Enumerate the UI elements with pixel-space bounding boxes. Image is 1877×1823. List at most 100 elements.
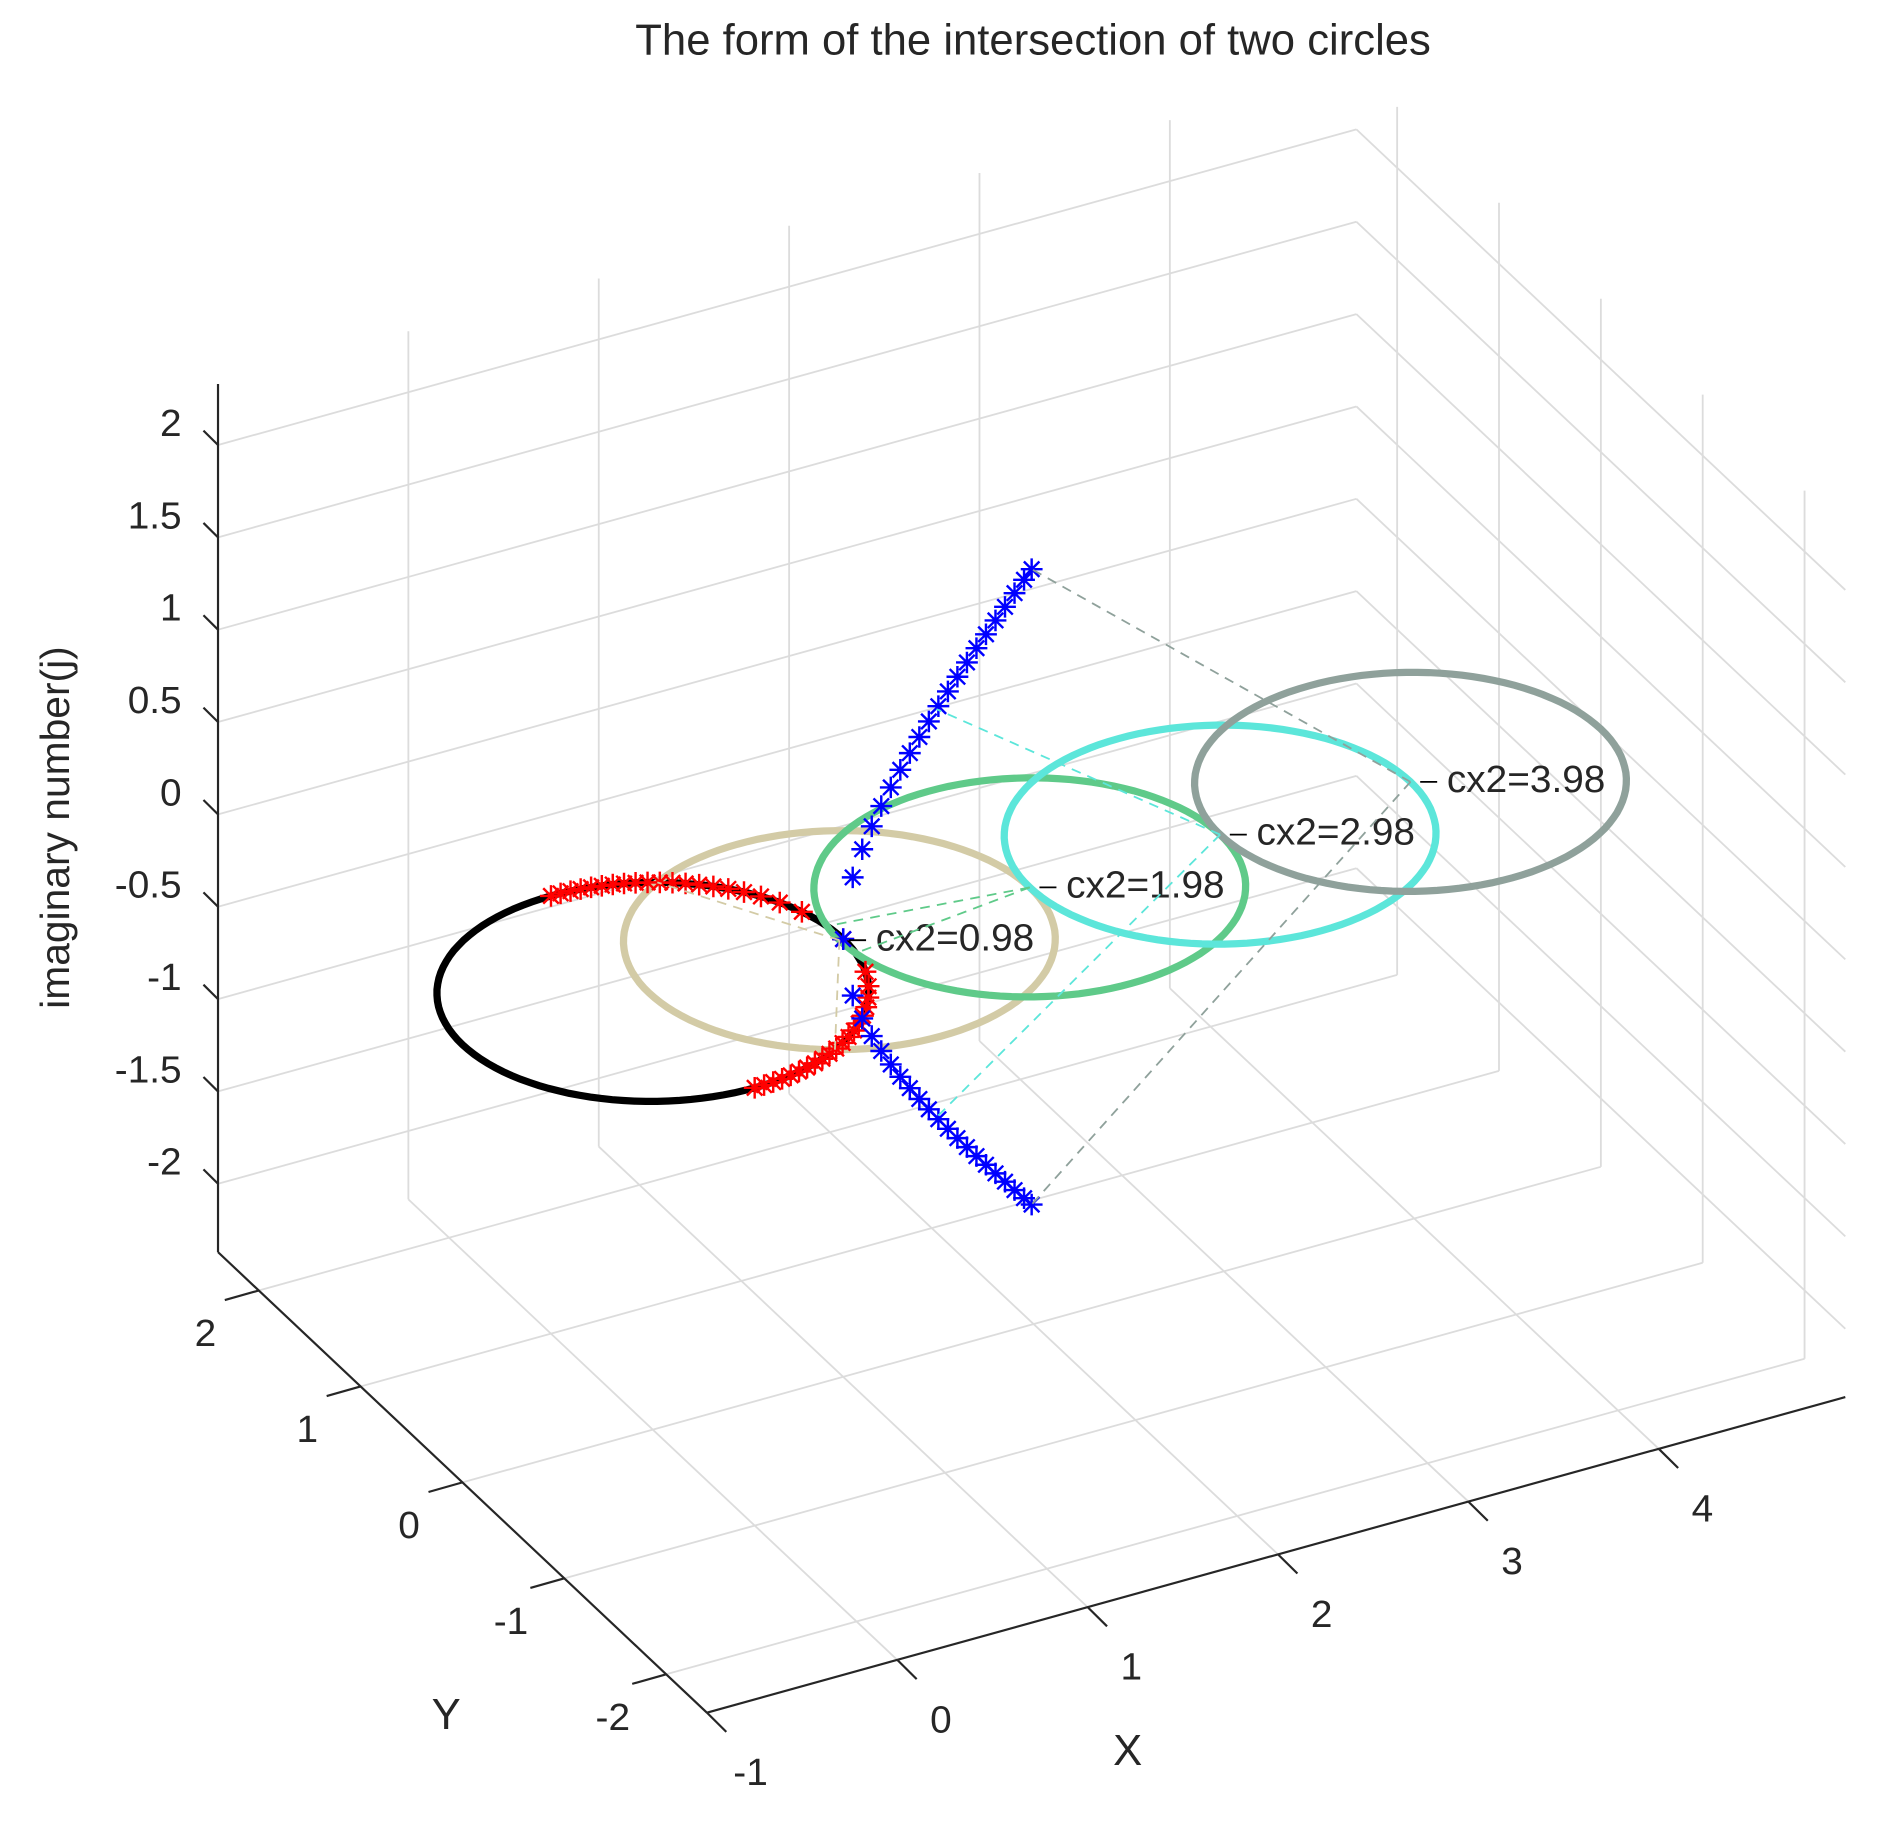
grid-line — [1355, 867, 1846, 1330]
z-tick-label: -2 — [147, 1141, 181, 1184]
star-marker — [661, 871, 684, 894]
star-marker — [860, 1025, 883, 1047]
z-tick — [202, 891, 219, 908]
x-tick — [1086, 1606, 1108, 1628]
star-marker — [811, 1047, 834, 1070]
grid-line — [217, 220, 1357, 539]
y-tick — [428, 1481, 463, 1494]
grid-line — [1355, 313, 1846, 776]
y-tick — [631, 1673, 667, 1685]
connector — [657, 881, 840, 942]
star-marker — [994, 1170, 1016, 1193]
star-marker — [975, 623, 997, 646]
star-marker — [879, 776, 902, 799]
grid-line — [217, 682, 1357, 1000]
star-marker — [956, 651, 978, 674]
star-marker — [743, 1077, 766, 1099]
star-marker — [946, 1127, 969, 1149]
x-tick-label: 3 — [1501, 1540, 1523, 1583]
grid-line — [217, 497, 1357, 816]
star-marker — [788, 1060, 810, 1083]
star-marker — [580, 876, 602, 899]
star-marker — [851, 838, 874, 861]
star-marker — [984, 1162, 1007, 1185]
z-tick — [202, 614, 219, 631]
star-marker — [569, 878, 592, 900]
star-marker — [857, 975, 880, 998]
star-marker — [843, 1019, 865, 1042]
grid-line — [1355, 590, 1846, 1053]
star-marker — [762, 1071, 785, 1093]
y-tick-label: -1 — [494, 1600, 528, 1643]
star-marker — [1003, 582, 1026, 604]
star-marker — [927, 695, 950, 718]
x-tick-label: -1 — [733, 1751, 767, 1794]
star-marker — [1013, 568, 1035, 591]
z-tick — [202, 706, 219, 723]
star-marker — [936, 680, 959, 703]
grid-line — [217, 590, 1357, 908]
z-tick-label: -1 — [147, 956, 181, 999]
star-marker — [889, 1065, 912, 1088]
grid-line — [360, 1070, 1500, 1388]
connector — [855, 886, 1031, 955]
chart-title: The form of the intersection of two circ… — [635, 17, 1431, 65]
star-marker — [870, 1040, 893, 1062]
circle-label: cx2=2.98 — [1256, 811, 1415, 854]
star-marker — [636, 871, 659, 894]
star-marker — [936, 1117, 959, 1140]
z-tick — [202, 799, 219, 816]
connector — [936, 708, 1221, 836]
star-marker — [790, 901, 813, 923]
y-axis-label: Y — [432, 1691, 461, 1739]
z-tick — [202, 1168, 219, 1185]
star-marker — [624, 871, 647, 894]
grid-line — [1355, 682, 1846, 1145]
star-marker — [879, 1053, 902, 1076]
star-marker — [857, 986, 880, 1009]
star-marker — [841, 984, 864, 1007]
star-marker — [908, 1088, 931, 1110]
star-marker — [549, 882, 572, 905]
x-axis-label: X — [1113, 1727, 1142, 1775]
y-tick-label: 0 — [398, 1504, 420, 1547]
star-marker — [860, 815, 883, 838]
z-tick-label: -1.5 — [115, 1049, 182, 1092]
grid-line — [217, 774, 1357, 1093]
star-marker — [590, 875, 613, 897]
star-marker — [927, 1108, 950, 1131]
z-tick — [202, 429, 219, 446]
star-marker — [917, 1098, 940, 1121]
star-marker — [771, 1068, 794, 1090]
grid-line — [258, 974, 1398, 1292]
connector — [1030, 781, 1412, 1206]
grid-line — [1355, 128, 1846, 591]
grid-line — [217, 313, 1357, 631]
star-marker — [917, 710, 940, 733]
grid-line — [1355, 405, 1846, 868]
star-marker — [768, 891, 791, 914]
star-marker — [994, 596, 1016, 618]
connector — [1031, 568, 1411, 783]
connector — [834, 940, 841, 1050]
star-marker — [965, 1145, 988, 1167]
star-marker — [796, 1056, 819, 1079]
star-marker — [1003, 1179, 1026, 1201]
star-marker — [870, 795, 893, 817]
star-marker — [1020, 1193, 1043, 1216]
x-tick-label: 0 — [930, 1699, 952, 1742]
circle — [1190, 668, 1631, 895]
grid-line — [665, 1357, 1805, 1676]
y-tick — [530, 1577, 565, 1589]
x-tick — [706, 1711, 728, 1733]
star-marker — [984, 609, 1007, 632]
star-marker — [750, 885, 772, 908]
grid-line — [217, 128, 1357, 446]
star-marker — [965, 637, 988, 660]
grid-line — [1355, 775, 1846, 1238]
x-axis-line — [706, 1396, 1846, 1714]
z-tick — [202, 1076, 219, 1093]
connector — [826, 886, 1030, 927]
x-tick — [1277, 1553, 1299, 1575]
